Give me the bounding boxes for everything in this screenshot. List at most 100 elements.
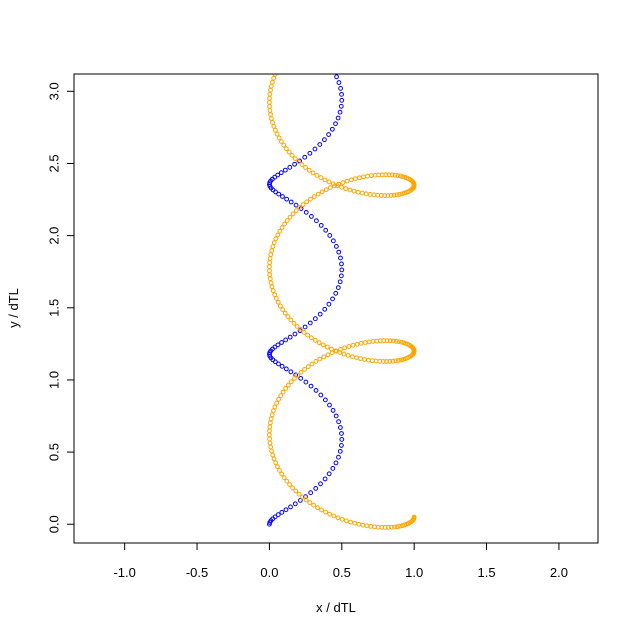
point-blue bbox=[307, 320, 313, 326]
point-blue bbox=[322, 137, 327, 143]
point-orange bbox=[391, 192, 397, 198]
point-orange bbox=[323, 187, 329, 193]
point-orange bbox=[401, 190, 407, 196]
point-orange bbox=[279, 61, 283, 65]
point-orange bbox=[271, 408, 276, 414]
plot-area bbox=[267, 59, 417, 530]
point-blue bbox=[303, 209, 309, 215]
point-orange bbox=[274, 131, 280, 137]
point-blue bbox=[318, 222, 324, 228]
point-orange bbox=[400, 174, 406, 180]
point-orange bbox=[310, 170, 316, 176]
point-orange bbox=[363, 191, 369, 197]
point-orange bbox=[394, 192, 400, 198]
point-blue bbox=[275, 172, 281, 178]
point-orange bbox=[311, 194, 317, 199]
point-orange bbox=[316, 340, 322, 346]
point-orange bbox=[267, 420, 273, 426]
point-blue bbox=[279, 340, 284, 345]
point-orange bbox=[269, 412, 275, 418]
point-blue bbox=[326, 132, 332, 137]
point-blue bbox=[336, 80, 342, 85]
point-orange bbox=[348, 519, 354, 525]
point-orange bbox=[361, 174, 366, 180]
point-orange bbox=[272, 404, 278, 410]
y-tick-label: 2.5 bbox=[46, 154, 61, 172]
point-orange bbox=[360, 522, 366, 528]
point-blue bbox=[307, 150, 313, 156]
point-blue bbox=[272, 514, 278, 520]
point-orange bbox=[293, 208, 299, 214]
point-blue bbox=[318, 481, 323, 487]
point-orange bbox=[397, 191, 402, 197]
point-blue bbox=[332, 69, 336, 73]
point-blue bbox=[309, 213, 314, 219]
point-orange bbox=[271, 456, 277, 462]
point-orange bbox=[290, 211, 296, 217]
plot-frame bbox=[73, 73, 599, 544]
point-orange bbox=[362, 340, 368, 345]
point-orange bbox=[271, 124, 277, 129]
point-orange bbox=[267, 104, 272, 109]
point-orange bbox=[302, 366, 307, 372]
point-blue bbox=[339, 437, 345, 442]
point-blue bbox=[336, 454, 341, 460]
point-orange bbox=[285, 314, 291, 320]
point-orange bbox=[392, 524, 397, 530]
point-orange bbox=[267, 432, 272, 438]
point-orange bbox=[268, 87, 273, 93]
point-orange bbox=[286, 149, 292, 155]
point-blue bbox=[333, 243, 339, 249]
point-blue bbox=[275, 512, 281, 518]
x-tick-label: 1.0 bbox=[405, 565, 423, 580]
point-blue bbox=[279, 363, 285, 369]
point-orange bbox=[270, 120, 275, 125]
point-orange bbox=[267, 268, 272, 274]
point-orange bbox=[269, 448, 274, 454]
point-orange bbox=[322, 177, 328, 183]
point-orange bbox=[267, 264, 272, 270]
point-orange bbox=[398, 339, 404, 345]
point-orange bbox=[287, 214, 293, 220]
point-orange bbox=[289, 153, 295, 158]
point-blue bbox=[302, 154, 308, 160]
point-blue bbox=[278, 170, 284, 176]
point-blue bbox=[280, 194, 285, 199]
point-orange bbox=[280, 389, 286, 395]
point-orange bbox=[353, 176, 358, 182]
point-orange bbox=[269, 284, 275, 290]
point-blue bbox=[339, 443, 344, 448]
point-orange bbox=[279, 225, 285, 230]
point-orange bbox=[390, 358, 396, 364]
point-orange bbox=[313, 359, 319, 364]
point-orange bbox=[270, 288, 276, 294]
point-orange bbox=[303, 165, 308, 170]
point-blue bbox=[276, 191, 282, 197]
point-orange bbox=[399, 191, 405, 197]
point-orange bbox=[271, 240, 277, 246]
point-blue bbox=[279, 509, 285, 515]
point-orange bbox=[270, 452, 276, 458]
point-orange bbox=[356, 521, 362, 527]
point-orange bbox=[283, 386, 289, 391]
point-orange bbox=[288, 379, 294, 385]
point-orange bbox=[387, 338, 393, 344]
point-orange bbox=[333, 348, 339, 354]
point-orange bbox=[308, 196, 313, 202]
point-orange bbox=[349, 354, 355, 360]
point-orange bbox=[319, 507, 324, 513]
point-orange bbox=[267, 256, 273, 261]
point-orange bbox=[344, 518, 349, 524]
point-orange bbox=[339, 184, 344, 190]
point-blue bbox=[313, 485, 319, 491]
point-blue bbox=[335, 115, 341, 121]
point-orange bbox=[267, 424, 273, 430]
point-orange bbox=[346, 344, 352, 349]
point-blue bbox=[302, 324, 308, 330]
point-blue bbox=[339, 431, 344, 436]
point-orange bbox=[350, 342, 356, 348]
point-orange bbox=[268, 280, 274, 286]
point-orange bbox=[270, 244, 276, 249]
point-blue bbox=[324, 59, 328, 63]
point-blue bbox=[292, 161, 298, 167]
